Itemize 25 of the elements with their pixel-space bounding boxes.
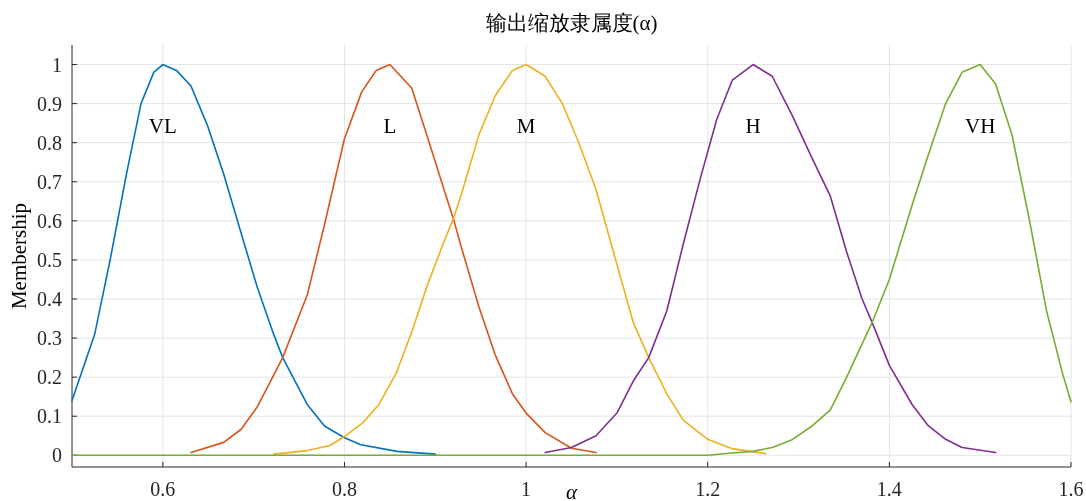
y-tick-label: 0.7: [37, 170, 62, 193]
series-label: L: [383, 113, 397, 138]
y-tick-label: 0.2: [37, 366, 62, 389]
x-axis-title: α: [565, 480, 578, 501]
y-tick-label: 0.8: [37, 131, 62, 154]
y-tick-label: 0.1: [37, 405, 62, 428]
y-tick-label: 0.9: [37, 92, 62, 115]
x-tick-label: 1.6: [1058, 478, 1084, 500]
series-label: VL: [148, 113, 177, 138]
series-label: M: [516, 113, 536, 138]
y-axis-title: Membership: [7, 202, 31, 310]
series-label: H: [745, 113, 761, 138]
x-tick-label: 1: [521, 478, 532, 500]
x-tick-label: 1.4: [876, 478, 902, 500]
chart-title: 输出缩放隶属度(α): [485, 11, 658, 35]
x-tick-label: 1.2: [695, 478, 721, 500]
y-tick-label: 0.4: [37, 287, 62, 310]
y-tick-label: 0.6: [37, 209, 62, 232]
series-label: VH: [965, 113, 996, 138]
x-tick-label: 0.8: [331, 478, 357, 500]
x-tick-label: 0.6: [150, 478, 176, 500]
y-tick-label: 1: [52, 53, 62, 76]
y-tick-label: 0: [52, 444, 62, 467]
y-tick-label: 0.3: [37, 327, 62, 350]
y-tick-label: 0.5: [37, 248, 62, 271]
